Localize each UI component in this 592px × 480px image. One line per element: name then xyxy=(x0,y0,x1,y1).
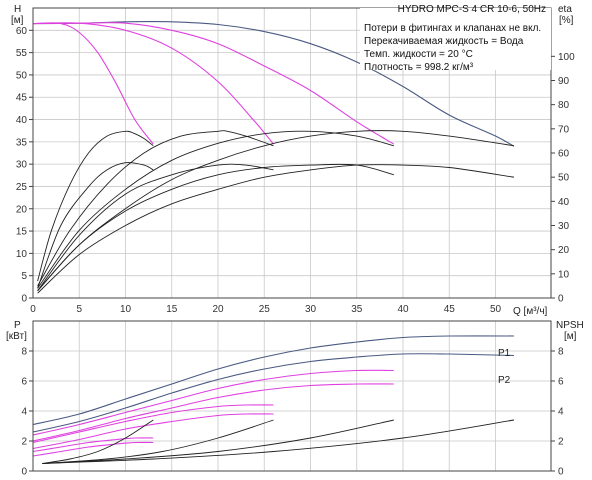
top-right-axis-label: eta xyxy=(558,4,572,15)
top-right-tick-label: 10 xyxy=(558,269,570,280)
npsh-curve xyxy=(42,419,274,464)
bottom-tick-labels: 0 2 4 6 8 0 2 4 6 8 xyxy=(21,347,564,478)
bottom-right-tick-label: 6 xyxy=(558,377,564,388)
top-left-tick-label: 55 xyxy=(16,48,28,59)
efficiency-curve xyxy=(37,130,515,292)
annotation-liquid: Перекачиваемая жидкость = Вода xyxy=(364,36,524,47)
x-tick-label: 30 xyxy=(305,304,317,315)
top-series-group xyxy=(32,21,515,294)
bottom-left-tick-label: 4 xyxy=(21,407,27,418)
bottom-left-axis-label: P xyxy=(14,320,21,331)
bottom-left-tick-label: 6 xyxy=(21,377,27,388)
efficiency-curve xyxy=(37,162,154,289)
top-left-tick-label: 0 xyxy=(21,294,27,305)
power-curve xyxy=(32,413,274,450)
top-right-tick-label: 60 xyxy=(558,149,570,160)
efficiency-curve xyxy=(37,130,154,282)
series-label-p1: P1 xyxy=(498,348,511,359)
annotation-fittings: Потери в фитингах и клапанах не вкл. xyxy=(364,22,541,34)
top-left-tick-label: 10 xyxy=(16,249,28,260)
top-right-tick-label: 50 xyxy=(558,173,570,184)
power-curve xyxy=(32,437,154,453)
top-right-tick-label: 100 xyxy=(558,52,575,63)
top-right-tick-label: 30 xyxy=(558,221,570,232)
bottom-left-tick-label: 8 xyxy=(21,347,27,358)
npsh-curve xyxy=(42,419,515,464)
top-right-tick-label: 70 xyxy=(558,124,570,135)
top-left-tick-label: 15 xyxy=(16,227,28,238)
top-left-tick-label: 60 xyxy=(16,26,28,37)
efficiency-curve xyxy=(37,163,394,292)
x-axis-label: Q [м³/ч] xyxy=(513,306,548,317)
p2-curve xyxy=(32,353,515,433)
top-right-tick-label: 20 xyxy=(558,245,570,256)
bottom-right-tick-label: 8 xyxy=(558,347,564,358)
bottom-left-axis-unit: [кВт] xyxy=(6,331,27,342)
bottom-left-tick-label: 0 xyxy=(21,467,27,478)
annotation-density: Плотность = 998.2 кг/м³ xyxy=(364,62,474,73)
top-right-tick-label: 90 xyxy=(558,76,570,87)
x-tick-label: 40 xyxy=(397,304,409,315)
power-curve xyxy=(32,404,274,444)
x-tick-label: 35 xyxy=(351,304,363,315)
x-tick-label: 0 xyxy=(30,304,36,315)
bottom-right-tick-label: 0 xyxy=(558,467,564,478)
top-left-tick-label: 5 xyxy=(21,271,27,282)
x-tick-label: 45 xyxy=(444,304,456,315)
power-curve xyxy=(32,441,154,457)
top-tick-labels: 0 5 10 15 20 25 30 35 40 45 50 0 5 10 15 20 25 30 35 40 45 50… xyxy=(16,26,575,315)
bottom-right-axis-unit: [м] xyxy=(564,331,577,342)
x-tick-label: 5 xyxy=(76,304,82,315)
top-left-axis-unit: [м] xyxy=(11,15,24,26)
top-left-axis-label: H xyxy=(14,4,21,15)
top-left-tick-label: 30 xyxy=(16,160,28,171)
top-left-tick-label: 50 xyxy=(16,70,28,81)
top-right-tick-label: 40 xyxy=(558,197,570,208)
top-right-axis-unit: [%] xyxy=(559,15,574,26)
bottom-right-tick-label: 4 xyxy=(558,407,564,418)
x-tick-label: 25 xyxy=(259,304,271,315)
power-curve xyxy=(32,383,394,442)
bottom-plot-frame xyxy=(32,320,552,472)
top-right-tick-label: 80 xyxy=(558,100,570,111)
x-tick-label: 10 xyxy=(120,304,132,315)
efficiency-curve xyxy=(37,163,274,292)
chart-title: HYDRO MPC-S 4 CR 10-6, 50Hz xyxy=(398,4,546,15)
power-curve xyxy=(32,369,394,436)
efficiency-curve xyxy=(37,130,274,287)
bottom-left-tick-label: 2 xyxy=(21,437,27,448)
bottom-right-tick-label: 2 xyxy=(558,437,564,448)
x-tick-label: 15 xyxy=(166,304,178,315)
npsh-curve xyxy=(42,419,394,464)
bottom-series-group xyxy=(32,335,515,464)
top-left-tick-label: 45 xyxy=(16,93,28,104)
annotation-temperature: Темп. жидкости = 20 °C xyxy=(364,49,473,60)
x-tick-label: 50 xyxy=(490,304,502,315)
p1-curve xyxy=(32,335,515,426)
efficiency-curve xyxy=(37,130,394,289)
top-left-tick-label: 25 xyxy=(16,182,28,193)
legend-box xyxy=(360,8,551,70)
head-curve xyxy=(32,22,395,145)
bottom-right-axis-label: NPSH xyxy=(556,320,584,331)
series-label-p2: P2 xyxy=(498,375,511,386)
head-curve xyxy=(32,21,515,147)
efficiency-curve xyxy=(37,164,515,294)
top-left-tick-label: 40 xyxy=(16,115,28,126)
top-right-tick-label: 0 xyxy=(558,294,564,305)
top-left-tick-label: 35 xyxy=(16,137,28,148)
npsh-curve xyxy=(42,419,154,464)
x-tick-label: 20 xyxy=(212,304,224,315)
top-left-tick-label: 20 xyxy=(16,204,28,215)
